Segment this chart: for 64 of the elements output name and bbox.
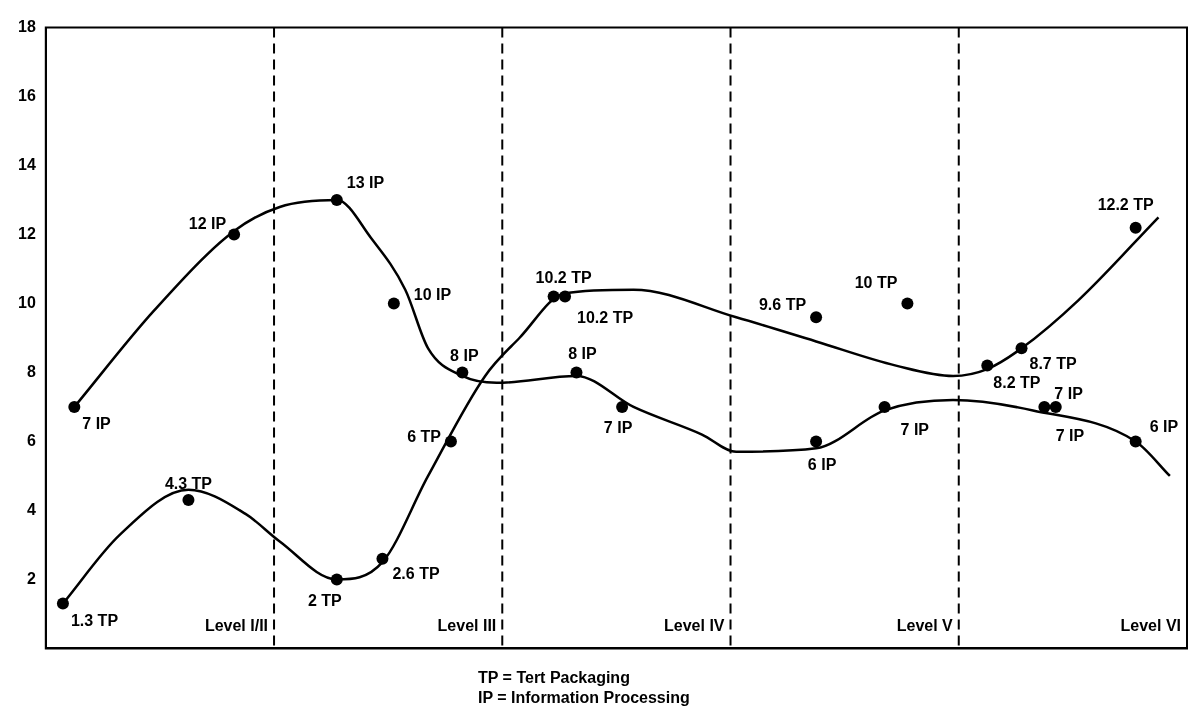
point xyxy=(810,311,823,324)
point xyxy=(1015,342,1028,355)
data-label: 12 IP xyxy=(188,214,227,232)
point xyxy=(68,400,81,413)
data-label: 10 TP xyxy=(854,273,898,291)
data-label: 6 IP xyxy=(1149,417,1179,435)
point xyxy=(981,359,994,372)
point xyxy=(1129,221,1142,234)
data-label: 2.6 TP xyxy=(392,565,440,583)
point xyxy=(547,290,560,303)
point xyxy=(810,435,823,448)
point xyxy=(616,400,629,413)
point xyxy=(878,400,891,413)
data-label: 13 IP xyxy=(346,174,385,192)
point xyxy=(330,573,343,586)
y-tick-label: 16 xyxy=(18,86,36,104)
point xyxy=(901,297,914,310)
point xyxy=(456,366,469,379)
point xyxy=(444,435,457,448)
point xyxy=(56,597,69,610)
y-tick-label: 14 xyxy=(18,155,36,173)
point xyxy=(1038,400,1051,413)
data-label: 8.7 TP xyxy=(1029,354,1077,372)
point xyxy=(330,194,343,207)
data-label: 10.2 TP xyxy=(577,309,634,327)
data-label: 7 IP xyxy=(603,419,633,437)
annotation: Level I/II xyxy=(204,616,269,634)
data-label: 9.6 TP xyxy=(758,295,807,313)
data-label: 8 IP xyxy=(568,344,598,362)
data-label: 2 TP xyxy=(307,591,343,609)
data-label: 7 IP xyxy=(82,415,112,433)
data-label: 12.2 TP xyxy=(1097,196,1154,214)
data-label: 7 IP xyxy=(1055,427,1085,445)
data-label: 10 IP xyxy=(413,285,452,303)
data-label: 8.2 TP xyxy=(993,374,1041,391)
y-tick-label: 4 xyxy=(26,500,36,518)
annotation: Level V xyxy=(896,616,954,634)
y-tick-label: 12 xyxy=(18,224,36,242)
y-tick-label: 8 xyxy=(26,362,36,380)
y-tick-label: 18 xyxy=(18,18,36,36)
text: IP = Information Processing xyxy=(478,688,691,708)
point xyxy=(182,494,195,507)
annotation: Level IV xyxy=(664,616,725,634)
point xyxy=(376,552,389,565)
point xyxy=(387,297,400,310)
data-label: 7 IP xyxy=(1054,385,1084,403)
y-tick-label: 2 xyxy=(26,569,36,587)
data-label: 6 TP xyxy=(407,427,442,445)
y-tick-label: 10 xyxy=(18,293,36,311)
annotation: Level III xyxy=(437,616,497,634)
point xyxy=(559,290,572,303)
point xyxy=(1049,400,1062,413)
data-label: 10.2 TP xyxy=(535,269,592,287)
data-label: 6 IP xyxy=(807,455,837,473)
data-label: 4.3 TP xyxy=(164,474,213,492)
point xyxy=(228,228,241,241)
data-label: 1.3 TP xyxy=(70,611,119,629)
point xyxy=(570,366,583,379)
data-label: 8 IP xyxy=(450,346,479,364)
data-label: 7 IP xyxy=(900,421,930,439)
point xyxy=(1129,435,1142,448)
y-tick-label: 6 xyxy=(26,431,36,449)
text: TP = Tert Packaging xyxy=(478,668,631,688)
annotation: Level VI xyxy=(1120,616,1181,634)
